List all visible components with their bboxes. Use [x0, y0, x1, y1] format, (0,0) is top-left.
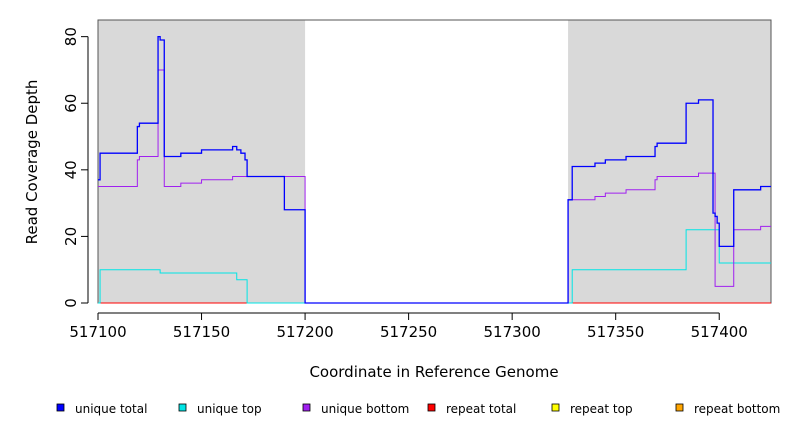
- legend-label: unique top: [197, 402, 262, 416]
- x-tick-label: 517100: [69, 323, 126, 341]
- x-tick-label: 517250: [380, 323, 437, 341]
- legend-label: repeat top: [570, 402, 633, 416]
- y-tick-label: 80: [62, 27, 80, 46]
- x-tick-label: 517200: [276, 323, 333, 341]
- series-layer: [98, 36, 771, 304]
- series-line-unique-top: [98, 229, 771, 304]
- series-line-unique-total: [98, 36, 771, 304]
- x-tick-label: 517400: [691, 323, 748, 341]
- legend-swatch: [675, 403, 684, 412]
- y-tick-label: 40: [62, 160, 80, 179]
- legend-swatch: [56, 403, 65, 412]
- x-axis-title: Coordinate in Reference Genome: [309, 363, 558, 381]
- legend-label: unique total: [75, 402, 147, 416]
- shaded-region-0: [98, 20, 306, 303]
- legend-label: unique bottom: [321, 402, 409, 416]
- legend: unique total unique top unique bottom repea…: [56, 402, 780, 416]
- legend-swatch: [302, 403, 311, 412]
- legend-label: repeat total: [446, 402, 516, 416]
- y-tick-label: 60: [62, 94, 80, 113]
- legend-label: repeat bottom: [694, 402, 780, 416]
- x-tick-label: 517150: [173, 323, 230, 341]
- x-tick-label: 517300: [484, 323, 541, 341]
- y-ticks: 0 20 40 60 80: [62, 27, 88, 308]
- legend-swatch: [427, 403, 436, 412]
- legend-swatch: [178, 403, 187, 412]
- x-ticks: 517100 517150 517200 517250 517300 517350 5174…: [69, 313, 748, 341]
- shaded-region-1: [568, 20, 771, 303]
- shaded-regions: [98, 20, 771, 303]
- y-axis-title: Read Coverage Depth: [23, 80, 41, 245]
- y-tick-label: 20: [62, 227, 80, 246]
- y-tick-label: 0: [62, 298, 80, 308]
- legend-swatch: [551, 403, 560, 412]
- x-tick-label: 517350: [587, 323, 644, 341]
